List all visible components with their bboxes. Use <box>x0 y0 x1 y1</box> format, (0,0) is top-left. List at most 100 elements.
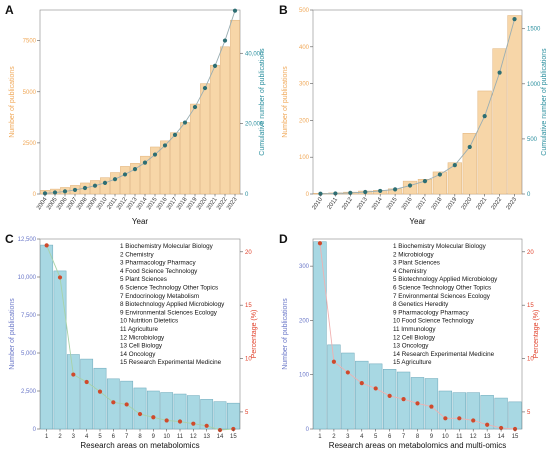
legend-entry: 7 Environmental Sciences Ecology <box>393 293 491 300</box>
series-point <box>222 38 228 43</box>
x-tick-label: 8 <box>416 434 420 440</box>
series-point <box>112 177 118 182</box>
series-point <box>373 386 378 391</box>
y-right-tick-label: 40,000 <box>245 51 264 57</box>
series-point <box>318 191 323 196</box>
legend-entry: 6 Science Technology Other Topics <box>393 285 491 292</box>
legend-entry: 3 Pharmacology Pharmacy <box>120 260 196 267</box>
y-left-axis-title: Number of publications <box>9 298 16 370</box>
bar <box>210 64 220 195</box>
x-tick-label: 11 <box>177 434 184 440</box>
series-point <box>57 275 63 280</box>
y-right-tick-label: 20 <box>245 250 252 256</box>
series-point <box>497 70 502 75</box>
x-tick-label: 14 <box>498 434 505 440</box>
series-point <box>111 400 116 405</box>
bar <box>66 354 80 430</box>
y-right-tick-label: 0 <box>527 192 531 198</box>
y-left-tick-label: 0 <box>33 427 37 433</box>
panel-letter: A <box>5 3 14 17</box>
x-tick-label: 6 <box>112 434 116 440</box>
plot-frame <box>312 9 523 195</box>
x-tick-label: 5 <box>98 434 102 440</box>
series-point <box>82 185 88 191</box>
series-point <box>202 85 208 91</box>
bar <box>507 15 522 195</box>
x-tick-label: 12 <box>470 434 477 440</box>
y-left-tick-label: 400 <box>299 45 310 51</box>
x-tick-label: 8 <box>138 434 142 440</box>
series-point <box>124 402 129 407</box>
legend-entry: 15 Research Experimental Medicine <box>120 359 222 366</box>
y-right-tick-label: 500 <box>527 137 538 143</box>
x-tick-label: 2014 <box>371 196 384 211</box>
legend-entry: 7 Endocrinology Metabolism <box>120 293 199 300</box>
legend-entry: 2 Chemistry <box>120 251 154 258</box>
x-tick-label: 2016 <box>401 196 414 211</box>
legend-entry: 4 Food Science Technology <box>120 268 198 275</box>
bar <box>170 132 180 195</box>
y-left-tick-label: 7500 <box>23 39 37 45</box>
x-tick-label: 13 <box>484 434 491 440</box>
x-axis-title: Year <box>409 217 426 226</box>
bar <box>173 393 187 430</box>
legend-entry: 4 Chemistry <box>393 268 427 275</box>
panel-A: A0250050007500020,00040,0002004200520062… <box>5 3 266 226</box>
y-right-axis-title: Percentage (%) <box>533 310 540 359</box>
y-right-axis-title: Percentage (%) <box>251 310 258 359</box>
legend-entry: 14 Research Experimental Medicine <box>393 351 495 358</box>
bar <box>462 133 477 195</box>
bar <box>382 369 397 430</box>
bar <box>110 172 120 195</box>
legend-entry: 15 Agriculture <box>393 359 432 366</box>
bar <box>508 401 522 430</box>
series-point <box>378 188 383 194</box>
series-point <box>142 160 148 165</box>
series-point <box>331 359 336 364</box>
bar <box>213 401 227 430</box>
legend-entry: 14 Oncology <box>120 351 156 358</box>
x-tick-label: 2011 <box>327 196 340 211</box>
series-point <box>471 418 476 423</box>
bar <box>100 177 110 195</box>
y-right-tick-label: 20,000 <box>245 122 264 128</box>
bar <box>80 358 94 430</box>
y-left-tick-label: 0 <box>33 192 37 198</box>
legend-entry: 11 Immunology <box>393 326 436 333</box>
bar <box>327 344 341 430</box>
bar <box>494 397 508 430</box>
bar <box>452 392 466 430</box>
y-left-tick-label: 5,000 <box>21 351 37 357</box>
legend-entry: 8 Genetics Heredity <box>393 301 449 308</box>
bar <box>53 270 67 430</box>
legend-entry: 5 Plant Sciences <box>120 276 167 283</box>
legend-entry: 9 Pharmacology Pharmacy <box>393 309 469 316</box>
x-axis-title: Research areas on metabolomics and multi… <box>329 441 506 450</box>
series-point <box>429 404 434 409</box>
bar <box>190 103 200 195</box>
x-tick-label: 9 <box>152 434 156 440</box>
x-tick-label: 1 <box>45 434 49 440</box>
series-point <box>467 144 472 150</box>
series-point <box>44 243 49 248</box>
bar <box>93 367 107 430</box>
y-left-tick-label: 5000 <box>23 90 37 96</box>
series-point <box>152 152 158 157</box>
series-point <box>485 422 490 427</box>
series-point <box>333 191 338 196</box>
series-point <box>137 411 143 417</box>
series-point <box>345 370 350 375</box>
y-left-tick-label: 500 <box>299 8 310 14</box>
x-tick-label: 2013 <box>356 196 369 211</box>
series-point <box>42 191 48 196</box>
series-point <box>387 393 392 399</box>
legend-entry: 9 Environmental Sciences Ecology <box>120 309 218 316</box>
y-left-tick-label: 300 <box>299 82 310 88</box>
legend-entry: 13 Cell Biology <box>120 343 163 350</box>
bar <box>355 360 369 430</box>
series-point <box>499 425 504 431</box>
